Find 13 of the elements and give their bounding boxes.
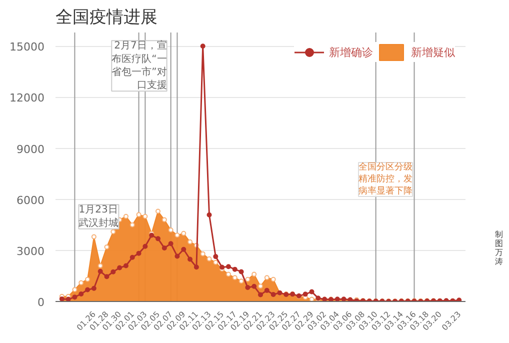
annotation: 全国分区分级精准防控，发病率显著下降 bbox=[358, 162, 412, 196]
y-tick-label: 0 bbox=[38, 296, 44, 309]
y-tick-label: 3000 bbox=[16, 244, 45, 258]
legend-label: 新增疑似 bbox=[411, 44, 455, 60]
y-tick-label: 9000 bbox=[16, 142, 45, 156]
chart-title: 全国疫情进展 bbox=[56, 8, 158, 28]
ref-line-label: 1月23日武汉封城 bbox=[78, 204, 119, 229]
y-tick-label: 12000 bbox=[10, 92, 45, 105]
y-tick-label: 6000 bbox=[16, 194, 45, 207]
y-tick-label: 15000 bbox=[10, 40, 45, 54]
text: 制图万涛 bbox=[495, 230, 503, 266]
legend-label: 新增确诊 bbox=[329, 44, 373, 60]
ref-line-label: 2月7日，宣布医疗队“一省包一市”对口支援 bbox=[112, 40, 167, 92]
